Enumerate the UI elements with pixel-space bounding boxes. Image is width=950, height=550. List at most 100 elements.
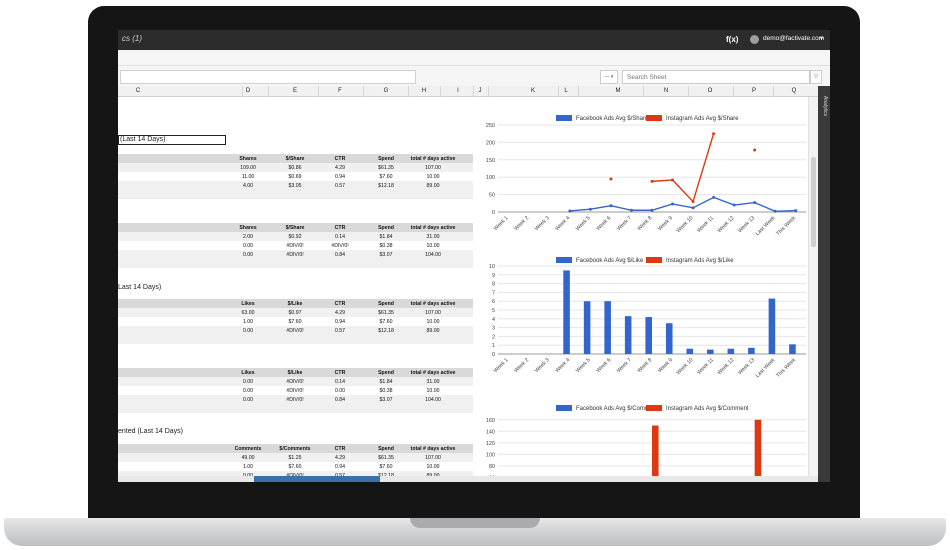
table-cell[interactable]: #DIV/0! [331,243,349,249]
table-cell[interactable]: 49.00 [241,455,255,461]
table-cell[interactable]: 0.57 [334,328,346,334]
table-cell[interactable]: 0.00 [242,379,254,385]
column-header-h[interactable]: H [421,88,427,94]
table-cell[interactable]: $61.35 [378,455,394,461]
column-header-q[interactable]: Q [791,88,797,94]
column-header-cell[interactable]: CTR [334,301,346,307]
table-cell[interactable]: 31.00 [426,379,440,385]
table-cell[interactable]: $1.84 [379,234,393,240]
sheet-picker[interactable]: — ▾ [600,70,618,84]
table-cell[interactable]: 63.00 [241,310,255,316]
table-cell[interactable]: $3.07 [379,397,393,403]
table-cell[interactable]: 10.00 [426,174,440,180]
column-header-o[interactable]: O [707,88,713,94]
column-divider[interactable] [473,86,474,97]
table-cell[interactable]: 0.84 [334,397,346,403]
section-title[interactable]: Last 14 Days) [118,284,162,291]
column-header-n[interactable]: N [663,88,669,94]
column-divider[interactable] [268,86,269,97]
column-header-cell[interactable]: $/Share [285,156,305,162]
column-divider[interactable] [773,86,774,97]
column-header-f[interactable]: F [338,88,342,94]
table-cell[interactable]: $61.35 [378,165,394,171]
user-avatar-icon[interactable] [750,35,759,44]
column-header-l[interactable]: L [564,88,568,94]
column-divider[interactable] [733,86,734,97]
table-row-blank[interactable] [118,404,473,413]
table-cell[interactable]: #DIV/0! [286,328,304,334]
active-sheet-tab[interactable] [254,476,380,482]
table-cell[interactable]: 0.94 [334,174,346,180]
table-cell[interactable]: $0.38 [379,388,393,394]
table-cell[interactable]: #DIV/0! [286,388,304,394]
chevron-down-icon[interactable]: ▾ [820,36,824,42]
table-cell[interactable]: 2.00 [242,234,254,240]
column-header-j[interactable]: J [478,88,482,94]
table-row-blank[interactable] [118,190,473,199]
column-header-d[interactable]: D [245,88,251,94]
column-header-cell[interactable]: CTR [334,370,346,376]
column-header-cell[interactable]: total # days active [410,225,456,231]
table-cell[interactable]: $0.38 [379,243,393,249]
table-cell[interactable]: 4.29 [334,455,346,461]
sidebar-panel[interactable]: Analytics [818,86,830,482]
column-divider[interactable] [578,86,579,97]
column-header-cell[interactable]: total # days active [410,301,456,307]
table-cell[interactable]: $3.07 [379,252,393,258]
scrollbar-thumb[interactable] [811,157,816,247]
column-header-cell[interactable]: CTR [334,156,346,162]
column-header-cell[interactable]: $/Comments [279,446,311,452]
table-cell[interactable]: $0.97 [288,310,302,316]
table-cell[interactable]: 0.00 [242,243,254,249]
column-divider[interactable] [558,86,559,97]
table-cell[interactable]: $61.35 [378,310,394,316]
table-cell[interactable]: 109.00 [240,165,256,171]
table-cell[interactable]: 107.00 [425,310,441,316]
column-header-cell[interactable]: $/Like [287,370,303,376]
table-cell[interactable]: $7.60 [288,319,302,325]
column-header-cell[interactable]: total # days active [410,446,456,452]
table-cell[interactable]: #DIV/0! [286,243,304,249]
column-header-cell[interactable]: $/Like [287,301,303,307]
table-cell[interactable]: 104.00 [425,252,441,258]
table-cell[interactable]: $7.60 [379,319,393,325]
table-cell[interactable]: $12.18 [378,183,394,189]
column-header-cell[interactable]: Likes [241,370,255,376]
table-cell[interactable]: 104.00 [425,397,441,403]
column-header-cell[interactable]: total # days active [410,156,456,162]
table-cell[interactable]: 89.00 [426,183,440,189]
table-cell[interactable]: 0.57 [334,183,346,189]
column-header-p[interactable]: P [751,88,757,94]
table-cell[interactable]: 1.00 [242,464,254,470]
table-cell[interactable]: 0.00 [242,397,254,403]
table-cell[interactable]: 89.00 [426,328,440,334]
table-cell[interactable]: 107.00 [425,165,441,171]
table-cell[interactable]: 10.00 [426,464,440,470]
table-cell[interactable]: 1.00 [242,319,254,325]
table-cell[interactable]: 0.00 [242,328,254,334]
column-header-c[interactable]: C [135,88,141,94]
table-cell[interactable]: $1.84 [379,379,393,385]
column-header-cell[interactable]: Comments [234,446,262,452]
column-header-cell[interactable]: total # days active [410,370,456,376]
column-header-cell[interactable]: Likes [241,301,255,307]
table-cell[interactable]: #DIV/0! [286,397,304,403]
document-title[interactable]: cs (1) [122,34,142,43]
table-cell[interactable]: $1.25 [288,455,302,461]
table-cell[interactable]: $0.69 [288,174,302,180]
column-header-e[interactable]: E [292,88,298,94]
column-header-cell[interactable]: CTR [334,225,346,231]
table-cell[interactable]: $0.92 [288,234,302,240]
column-divider[interactable] [440,86,441,97]
column-header-cell[interactable]: $/Share [285,225,305,231]
user-email[interactable]: demo@factivate.com [763,35,825,42]
table-cell[interactable]: 31.00 [426,234,440,240]
table-cell[interactable]: 0.94 [334,464,346,470]
table-cell[interactable]: $3.05 [288,183,302,189]
search-icon[interactable]: ⚲ [810,70,822,84]
table-cell[interactable]: 0.00 [242,388,254,394]
column-header-cell[interactable]: Shares [239,156,257,162]
table-cell[interactable]: #DIV/0! [286,252,304,258]
column-header-g[interactable]: G [383,88,389,94]
table-cell[interactable]: 107.00 [425,455,441,461]
